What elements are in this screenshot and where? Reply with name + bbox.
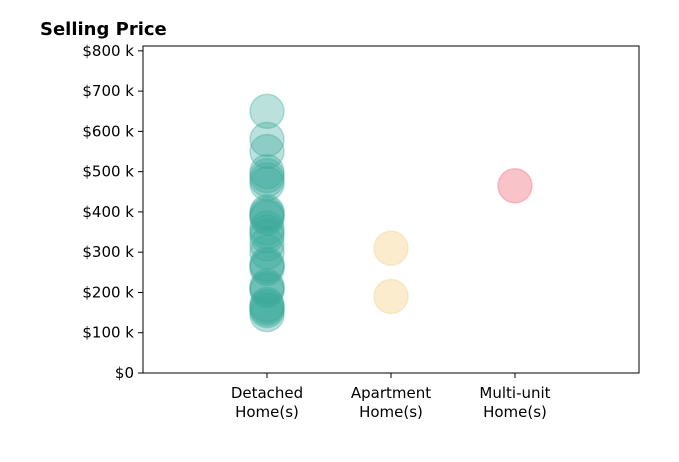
data-point [249, 194, 285, 230]
y-tick-label: $500 k [82, 163, 134, 181]
data-point [249, 161, 285, 198]
y-tick-label: $800 k [82, 42, 134, 60]
data-point [249, 218, 285, 254]
data-point [249, 133, 285, 170]
data-point [249, 157, 285, 194]
data-point [249, 196, 285, 232]
y-axis: $0 $100 k $200 k $300 k $400 k $500 k $600 k $7… [82, 42, 143, 382]
data-point [249, 210, 285, 246]
data-point [249, 268, 285, 305]
chart-title: Selling Price [40, 19, 167, 40]
data-point [249, 165, 285, 202]
data-point [249, 234, 285, 270]
data-point [249, 246, 285, 283]
data-point [249, 121, 285, 158]
y-tick-label: $600 k [82, 122, 134, 140]
data-point [497, 167, 533, 204]
data-point [249, 286, 285, 323]
data-point [249, 248, 285, 285]
data-point [249, 93, 285, 129]
y-tick-label: $100 k [82, 324, 134, 342]
y-tick-label: $0 [115, 364, 134, 382]
x-axis: Detached Home(s) Apartment Home(s) Multi-uni… [231, 373, 551, 421]
data-point [249, 226, 285, 262]
x-tick-label: Detached Home(s) [231, 384, 303, 421]
y-tick-label: $200 k [82, 283, 134, 301]
data-point [249, 296, 285, 333]
data-point [249, 270, 285, 307]
data-point [249, 272, 285, 309]
data-point [249, 198, 285, 234]
data-point [249, 250, 285, 287]
x-tick-label: Multi-unit Home(s) [479, 384, 550, 421]
y-tick-label: $700 k [82, 82, 134, 100]
plot-frame [142, 45, 640, 374]
y-tick-label: $400 k [82, 203, 134, 221]
data-point [249, 214, 285, 250]
data-point [373, 230, 409, 266]
y-tick-label: $300 k [82, 243, 134, 261]
data-point [373, 278, 409, 315]
x-tick-label: Apartment Home(s) [351, 384, 431, 421]
data-point [249, 292, 285, 329]
data-point [249, 153, 285, 190]
data-points [249, 93, 533, 333]
data-point [249, 288, 285, 325]
data-point [249, 200, 285, 236]
data-point [249, 290, 285, 327]
